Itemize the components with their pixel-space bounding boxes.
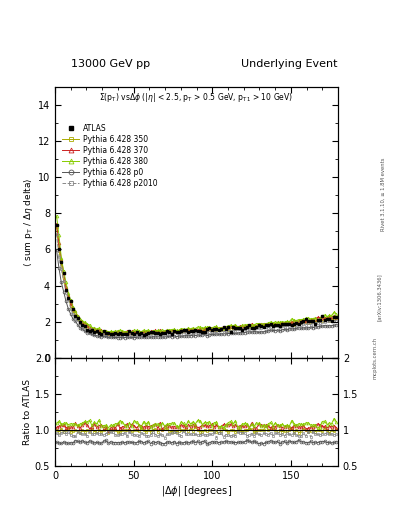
- Text: Rivet 3.1.10, ≥ 1.8M events: Rivet 3.1.10, ≥ 1.8M events: [381, 158, 386, 231]
- X-axis label: $|\Delta\phi|$ [degrees]: $|\Delta\phi|$ [degrees]: [161, 483, 232, 498]
- Text: 13000 GeV pp: 13000 GeV pp: [71, 59, 150, 69]
- Text: Underlying Event: Underlying Event: [241, 59, 338, 69]
- Text: mcplots.cern.ch: mcplots.cern.ch: [372, 337, 377, 379]
- Text: [arXiv:1306.3436]: [arXiv:1306.3436]: [376, 273, 381, 321]
- Y-axis label: $\langle$ sum p$_\mathrm{T}$ / $\Delta\eta$ delta$\rangle$: $\langle$ sum p$_\mathrm{T}$ / $\Delta\e…: [22, 178, 35, 267]
- Y-axis label: Ratio to ATLAS: Ratio to ATLAS: [23, 379, 32, 445]
- Legend: ATLAS, Pythia 6.428 350, Pythia 6.428 370, Pythia 6.428 380, Pythia 6.428 p0, Py: ATLAS, Pythia 6.428 350, Pythia 6.428 37…: [62, 123, 158, 188]
- Text: $\Sigma$(p$_\mathrm{T}$) vs$\Delta\phi$ (|$\eta$| < 2.5, p$_\mathrm{T}$ > 0.5 Ge: $\Sigma$(p$_\mathrm{T}$) vs$\Delta\phi$ …: [99, 91, 294, 104]
